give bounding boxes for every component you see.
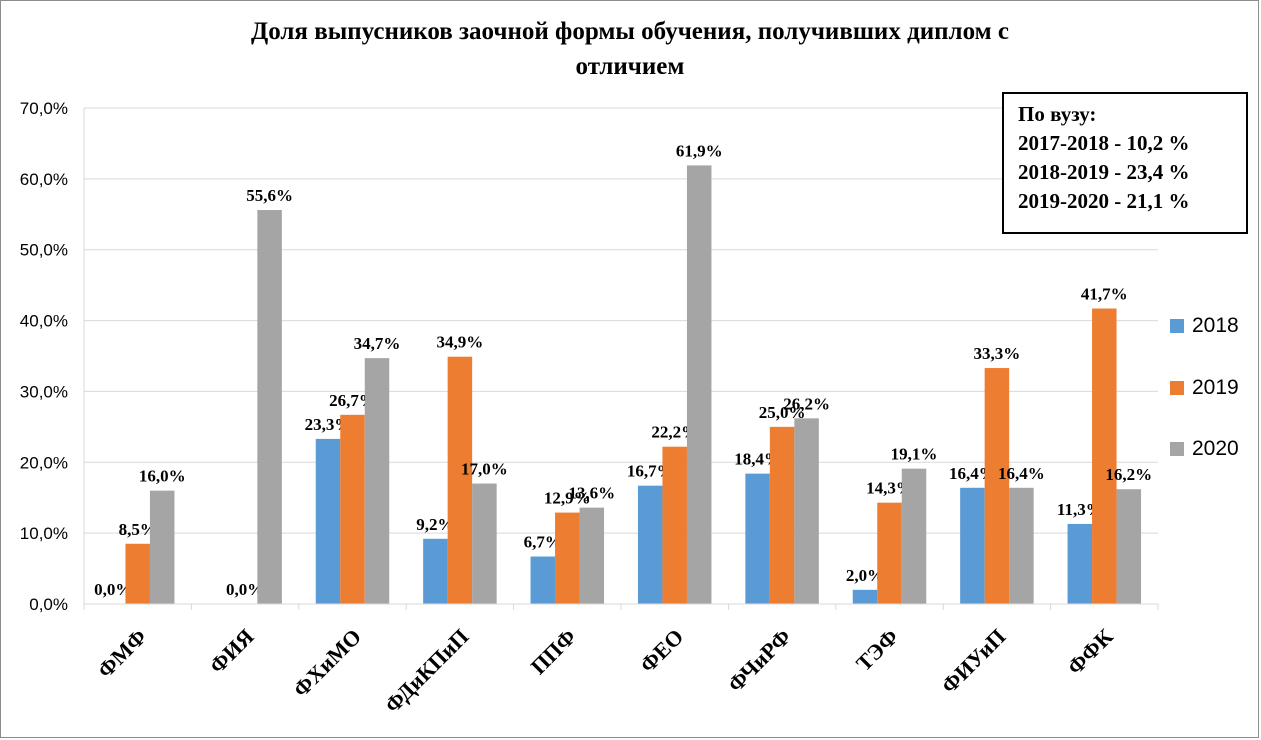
y-tick-label: 70,0% (20, 99, 68, 118)
data-label-2018: 6,7% (524, 533, 562, 552)
bar-2019 (984, 368, 1010, 604)
data-label-2020: 17,0% (461, 460, 508, 479)
legend-swatch-2020 (1170, 442, 1184, 456)
data-label-2018: 23,3% (305, 415, 352, 434)
x-category-label: ФИЯ (204, 624, 258, 678)
x-category-label: ППФ (526, 624, 581, 679)
bar-2020 (579, 507, 605, 604)
data-label-2019: 14,3% (866, 479, 913, 498)
data-label-2020: 13,6% (568, 484, 615, 503)
summary-line: 2017-2018 - 10,2 % (1018, 131, 1190, 155)
bar-2019 (125, 543, 150, 604)
data-label-2019: 8,5% (119, 520, 157, 539)
bar-2018 (960, 487, 985, 604)
y-tick-label: 0,0% (29, 595, 68, 614)
x-category-label: ТЭФ (851, 624, 903, 676)
x-category-label: ФЕО (635, 624, 689, 678)
chart-title-line2: отличием (575, 53, 685, 80)
data-label-2020: 55,6% (246, 186, 293, 205)
x-category-label: ФХиМО (288, 624, 366, 702)
bar-2020 (1009, 487, 1034, 604)
bar-2018 (745, 473, 770, 604)
data-label-2018: 11,3% (1057, 500, 1103, 519)
summary-line: 2019-2020 - 21,1 % (1018, 189, 1190, 213)
bar-2019 (1092, 308, 1117, 604)
data-label-2018: 18,4% (734, 450, 781, 469)
data-label-2019: 41,7% (1081, 285, 1128, 304)
x-category-label: ФЧиРФ (723, 624, 796, 697)
bar-2020 (686, 165, 712, 604)
data-label-2018: 9,2% (416, 515, 454, 534)
bar-2020 (149, 490, 175, 604)
chart-title-line1: Доля выпусников заочной формы обучения, … (251, 18, 1009, 45)
bar-2018 (1067, 523, 1093, 604)
data-label-2020: 16,0% (139, 467, 186, 486)
bar-2018 (315, 438, 341, 604)
summary-box: По вузу: 2017-2018 - 10,2 % 2018-2019 - … (1002, 92, 1248, 234)
data-label-2019: 34,9% (437, 333, 484, 352)
bar-2019 (340, 414, 365, 604)
y-tick-label: 60,0% (20, 170, 68, 189)
data-label-2019: 12,9% (544, 489, 591, 508)
bar-2020 (901, 468, 927, 604)
data-label-2018: 16,4% (949, 464, 996, 483)
x-category-label: ФМФ (92, 624, 151, 683)
legend-label-2020: 2020 (1192, 437, 1239, 460)
legend-label-2018: 2018 (1192, 314, 1239, 337)
bar-2018 (423, 538, 448, 604)
bar-2020 (794, 418, 819, 604)
bar-2019 (555, 512, 580, 604)
y-tick-label: 50,0% (20, 241, 68, 260)
data-label-2019: 0,0% (226, 580, 264, 599)
bar-2019 (447, 356, 473, 604)
bar-2019 (877, 502, 902, 604)
y-tick-label: 30,0% (20, 382, 68, 401)
bar-2018 (530, 556, 556, 604)
data-label-2019: 26,7% (329, 391, 376, 410)
legend-item-2018: 2018 (1170, 314, 1239, 338)
data-label-2020: 61,9% (676, 141, 723, 160)
data-label-2020: 19,1% (891, 445, 938, 464)
bar-2019 (769, 426, 795, 604)
legend-item-2019: 2019 (1170, 376, 1239, 400)
legend-label-2019: 2019 (1192, 376, 1239, 399)
data-label-2019: 33,3% (974, 344, 1021, 363)
data-label-2020: 16,4% (998, 464, 1045, 483)
data-label-2020: 16,2% (1105, 465, 1152, 484)
y-tick-label: 20,0% (20, 453, 68, 472)
bar-2020 (1116, 489, 1142, 604)
data-label-2020: 26,2% (783, 394, 830, 413)
data-label-2018: 16,7% (627, 462, 674, 481)
data-label-2019: 22,2% (651, 423, 698, 442)
summary-heading: По вузу: (1018, 102, 1097, 126)
legend-item-2020: 2020 (1170, 437, 1239, 461)
y-tick-label: 10,0% (20, 524, 68, 543)
bar-2019 (662, 446, 687, 604)
data-label-2020: 34,7% (354, 334, 401, 353)
bar-2018 (852, 589, 878, 604)
legend-swatch-2018 (1170, 319, 1184, 333)
legend-swatch-2019 (1170, 381, 1184, 395)
data-label-2018: 2,0% (846, 566, 884, 585)
x-category-label: ФДиКПиП (380, 624, 474, 718)
data-label-2019: 25,0% (759, 403, 806, 422)
y-tick-label: 40,0% (20, 312, 68, 331)
bar-2020 (364, 358, 390, 604)
x-category-label: ФИУиП (936, 624, 1010, 698)
bar-2020 (257, 210, 282, 604)
summary-line: 2018-2019 - 23,4 % (1018, 160, 1190, 184)
bar-2020 (472, 483, 497, 604)
data-label-2018: 0,0% (94, 580, 132, 599)
bar-2018 (637, 485, 663, 604)
x-category-label: ФФК (1062, 624, 1118, 680)
